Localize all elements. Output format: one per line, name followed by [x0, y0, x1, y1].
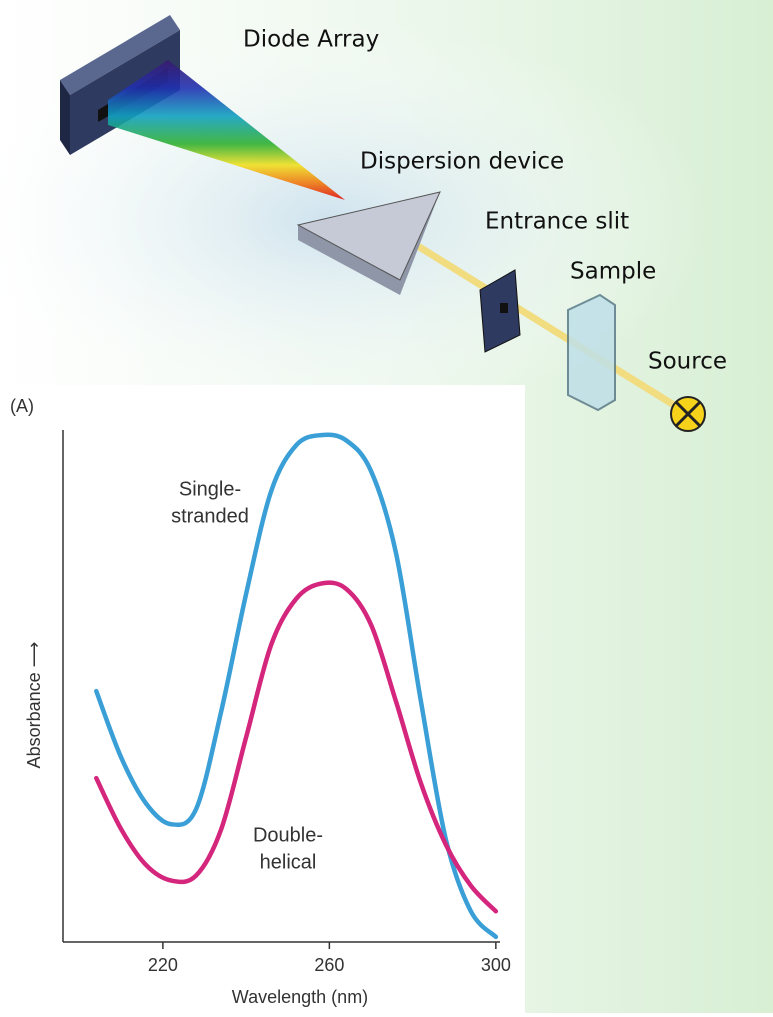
slit-hole	[500, 303, 508, 313]
line-series	[94, 432, 499, 940]
line-series	[94, 580, 499, 914]
x-tick-label: 260	[314, 955, 344, 975]
annotation: helical	[260, 851, 317, 873]
beam	[398, 232, 692, 418]
spectrum	[108, 60, 345, 200]
x-axis-label: Wavelength (nm)	[232, 987, 368, 1007]
diode-array-top	[60, 15, 180, 95]
chart-panel	[0, 385, 525, 1013]
y-axis-label: Absorbance ⟶	[24, 642, 44, 769]
annotation: stranded	[171, 505, 249, 527]
annotation: Double-	[253, 824, 323, 846]
x-tick-label: 300	[481, 955, 511, 975]
label: Dispersion device	[360, 149, 564, 175]
annotation: Single-	[179, 478, 241, 500]
panel-label: (A)	[10, 396, 34, 416]
sample-cuvette	[567, 293, 616, 412]
label: Source	[648, 349, 727, 375]
x-tick-label: 220	[148, 955, 178, 975]
label: Sample	[570, 259, 656, 285]
prism	[296, 191, 441, 281]
label: Diode Array	[243, 27, 379, 53]
label: Entrance slit	[485, 209, 629, 235]
source-x	[674, 400, 702, 428]
diode-array-side	[60, 80, 70, 155]
